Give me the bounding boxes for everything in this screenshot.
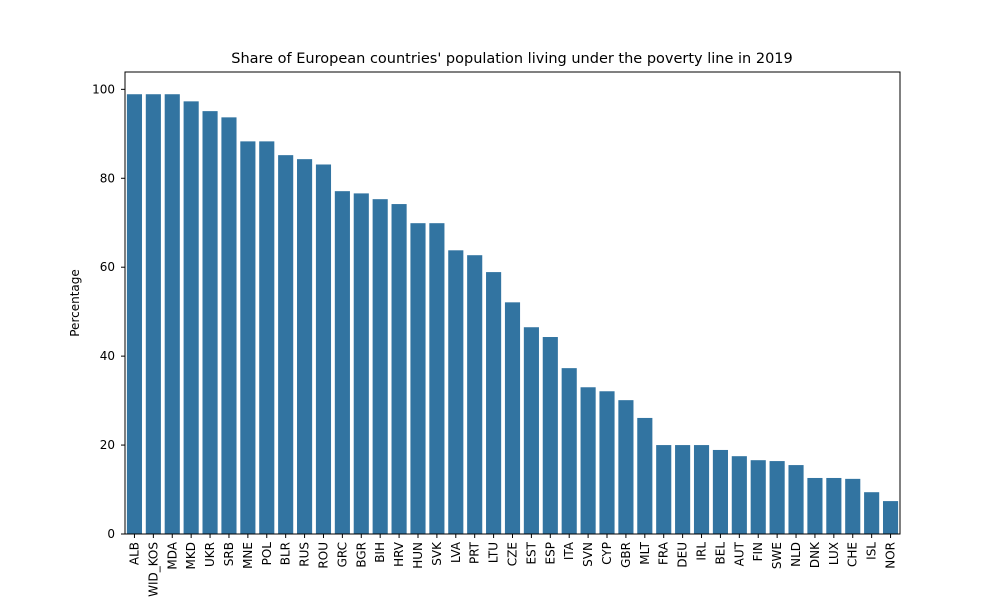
x-tick-label: PRT xyxy=(468,541,482,564)
bar xyxy=(240,141,256,534)
bar xyxy=(467,255,483,535)
x-tick-label: BEL xyxy=(713,542,727,565)
x-tick-label: EST xyxy=(524,541,538,564)
x-tick-label: LVA xyxy=(449,541,463,563)
bar xyxy=(618,400,634,534)
x-tick-label: FIN xyxy=(751,542,765,561)
bar xyxy=(315,164,332,534)
x-tick-label: IRL xyxy=(695,542,709,561)
x-tick-label: MDA xyxy=(165,541,179,569)
bar xyxy=(864,492,880,534)
x-tick-label: SVN xyxy=(581,542,595,567)
bar xyxy=(580,387,596,534)
bar xyxy=(126,94,143,535)
y-tick-label: 40 xyxy=(100,349,115,363)
x-tick-label: ALB xyxy=(127,542,141,565)
x-tick-label: CZE xyxy=(506,542,520,566)
x-tick-label: RUS xyxy=(298,542,312,567)
bar xyxy=(202,111,218,534)
bar xyxy=(637,417,653,534)
x-tick-label: GRC xyxy=(335,542,349,567)
bar xyxy=(145,94,161,535)
bar xyxy=(221,117,237,534)
bar xyxy=(656,445,672,534)
y-tick-label: 80 xyxy=(100,171,115,185)
x-tick-label: MNE xyxy=(241,542,255,569)
x-tick-label: MLT xyxy=(638,541,652,564)
x-tick-label: BGR xyxy=(354,542,368,568)
bar xyxy=(278,155,294,534)
bar xyxy=(693,445,710,534)
bar xyxy=(523,327,539,534)
x-tick-label: LTU xyxy=(487,542,501,563)
bar xyxy=(372,199,388,534)
bar xyxy=(561,368,577,534)
bar xyxy=(183,101,199,535)
bar xyxy=(486,272,502,534)
x-tick-label: NOR xyxy=(884,542,898,569)
y-tick-label: 60 xyxy=(100,260,115,274)
x-tick-label: UKR xyxy=(203,542,217,567)
x-tick-label: NLD xyxy=(789,542,803,567)
x-tick-label: HRV xyxy=(392,541,406,567)
bar xyxy=(675,445,691,534)
bar xyxy=(731,456,747,534)
x-tick-label: SVK xyxy=(430,541,444,566)
bar xyxy=(504,302,521,534)
x-tick-label: MKD xyxy=(184,542,198,569)
x-tick-label: CYP xyxy=(600,542,614,565)
x-tick-label: ITA xyxy=(562,541,576,560)
bar xyxy=(807,477,823,534)
bar xyxy=(297,159,313,535)
bar xyxy=(750,460,766,534)
bar xyxy=(429,223,445,534)
bar xyxy=(769,461,785,534)
x-tick-label: ESP xyxy=(543,542,557,564)
x-tick-label: GBR xyxy=(619,542,633,568)
bar xyxy=(410,223,426,534)
x-tick-label: WID_KOS xyxy=(146,542,160,597)
bar xyxy=(448,250,464,534)
x-tick-label: SWE xyxy=(770,542,784,569)
bar xyxy=(353,193,369,534)
y-tick-label: 100 xyxy=(92,82,115,96)
plot-frame xyxy=(124,71,901,535)
bar xyxy=(599,391,615,534)
bar xyxy=(334,191,350,534)
bar xyxy=(882,501,899,534)
y-tick-label: 20 xyxy=(100,438,115,452)
x-tick-label: ROU xyxy=(316,542,330,569)
y-tick-label: 0 xyxy=(107,527,115,541)
x-tick-label: DEU xyxy=(676,542,690,568)
bar xyxy=(826,477,842,534)
x-tick-label: CHE xyxy=(846,542,860,567)
x-tick-label: SRB xyxy=(222,542,236,566)
bar xyxy=(788,465,804,534)
x-tick-label: BIH xyxy=(373,542,387,563)
bar xyxy=(391,204,407,534)
bar xyxy=(845,478,861,534)
x-tick-label: HUN xyxy=(411,542,425,569)
x-tick-label: FRA xyxy=(657,541,671,565)
x-tick-label: AUT xyxy=(732,541,746,566)
bar xyxy=(164,94,180,535)
x-tick-label: POL xyxy=(260,542,274,566)
bar xyxy=(712,449,728,534)
bar xyxy=(542,337,558,534)
x-tick-label: BLR xyxy=(279,542,293,565)
y-axis-label: Percentage xyxy=(68,269,82,337)
chart-title: Share of European countries' population … xyxy=(231,51,793,67)
x-tick-label: ISL xyxy=(865,542,879,560)
bar xyxy=(259,141,275,534)
x-tick-label: LUX xyxy=(827,542,841,565)
x-tick-label: DNK xyxy=(808,541,822,568)
